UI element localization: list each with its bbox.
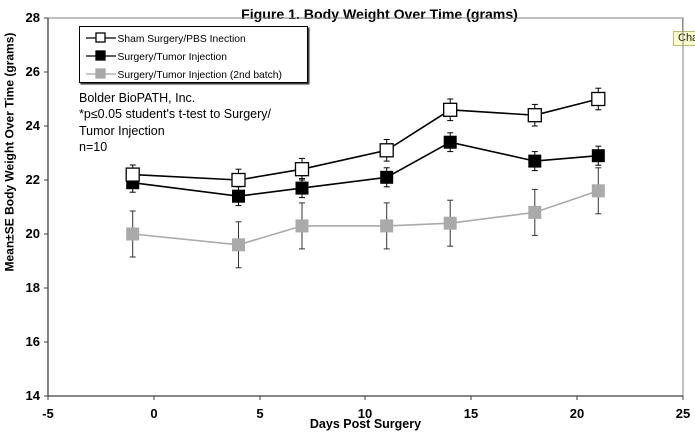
svg-text:0: 0 — [150, 406, 157, 421]
svg-text:20: 20 — [26, 226, 40, 241]
svg-text:15: 15 — [464, 406, 478, 421]
svg-text:24: 24 — [26, 118, 41, 133]
svg-text:10: 10 — [358, 406, 372, 421]
svg-text:16: 16 — [26, 334, 40, 349]
svg-text:20: 20 — [570, 406, 584, 421]
svg-text:-5: -5 — [42, 406, 54, 421]
svg-text:28: 28 — [26, 10, 40, 25]
svg-text:18: 18 — [26, 280, 40, 295]
svg-text:22: 22 — [26, 172, 40, 187]
svg-text:25: 25 — [676, 406, 690, 421]
svg-text:26: 26 — [26, 64, 40, 79]
svg-text:14: 14 — [26, 388, 41, 403]
svg-text:5: 5 — [256, 406, 263, 421]
